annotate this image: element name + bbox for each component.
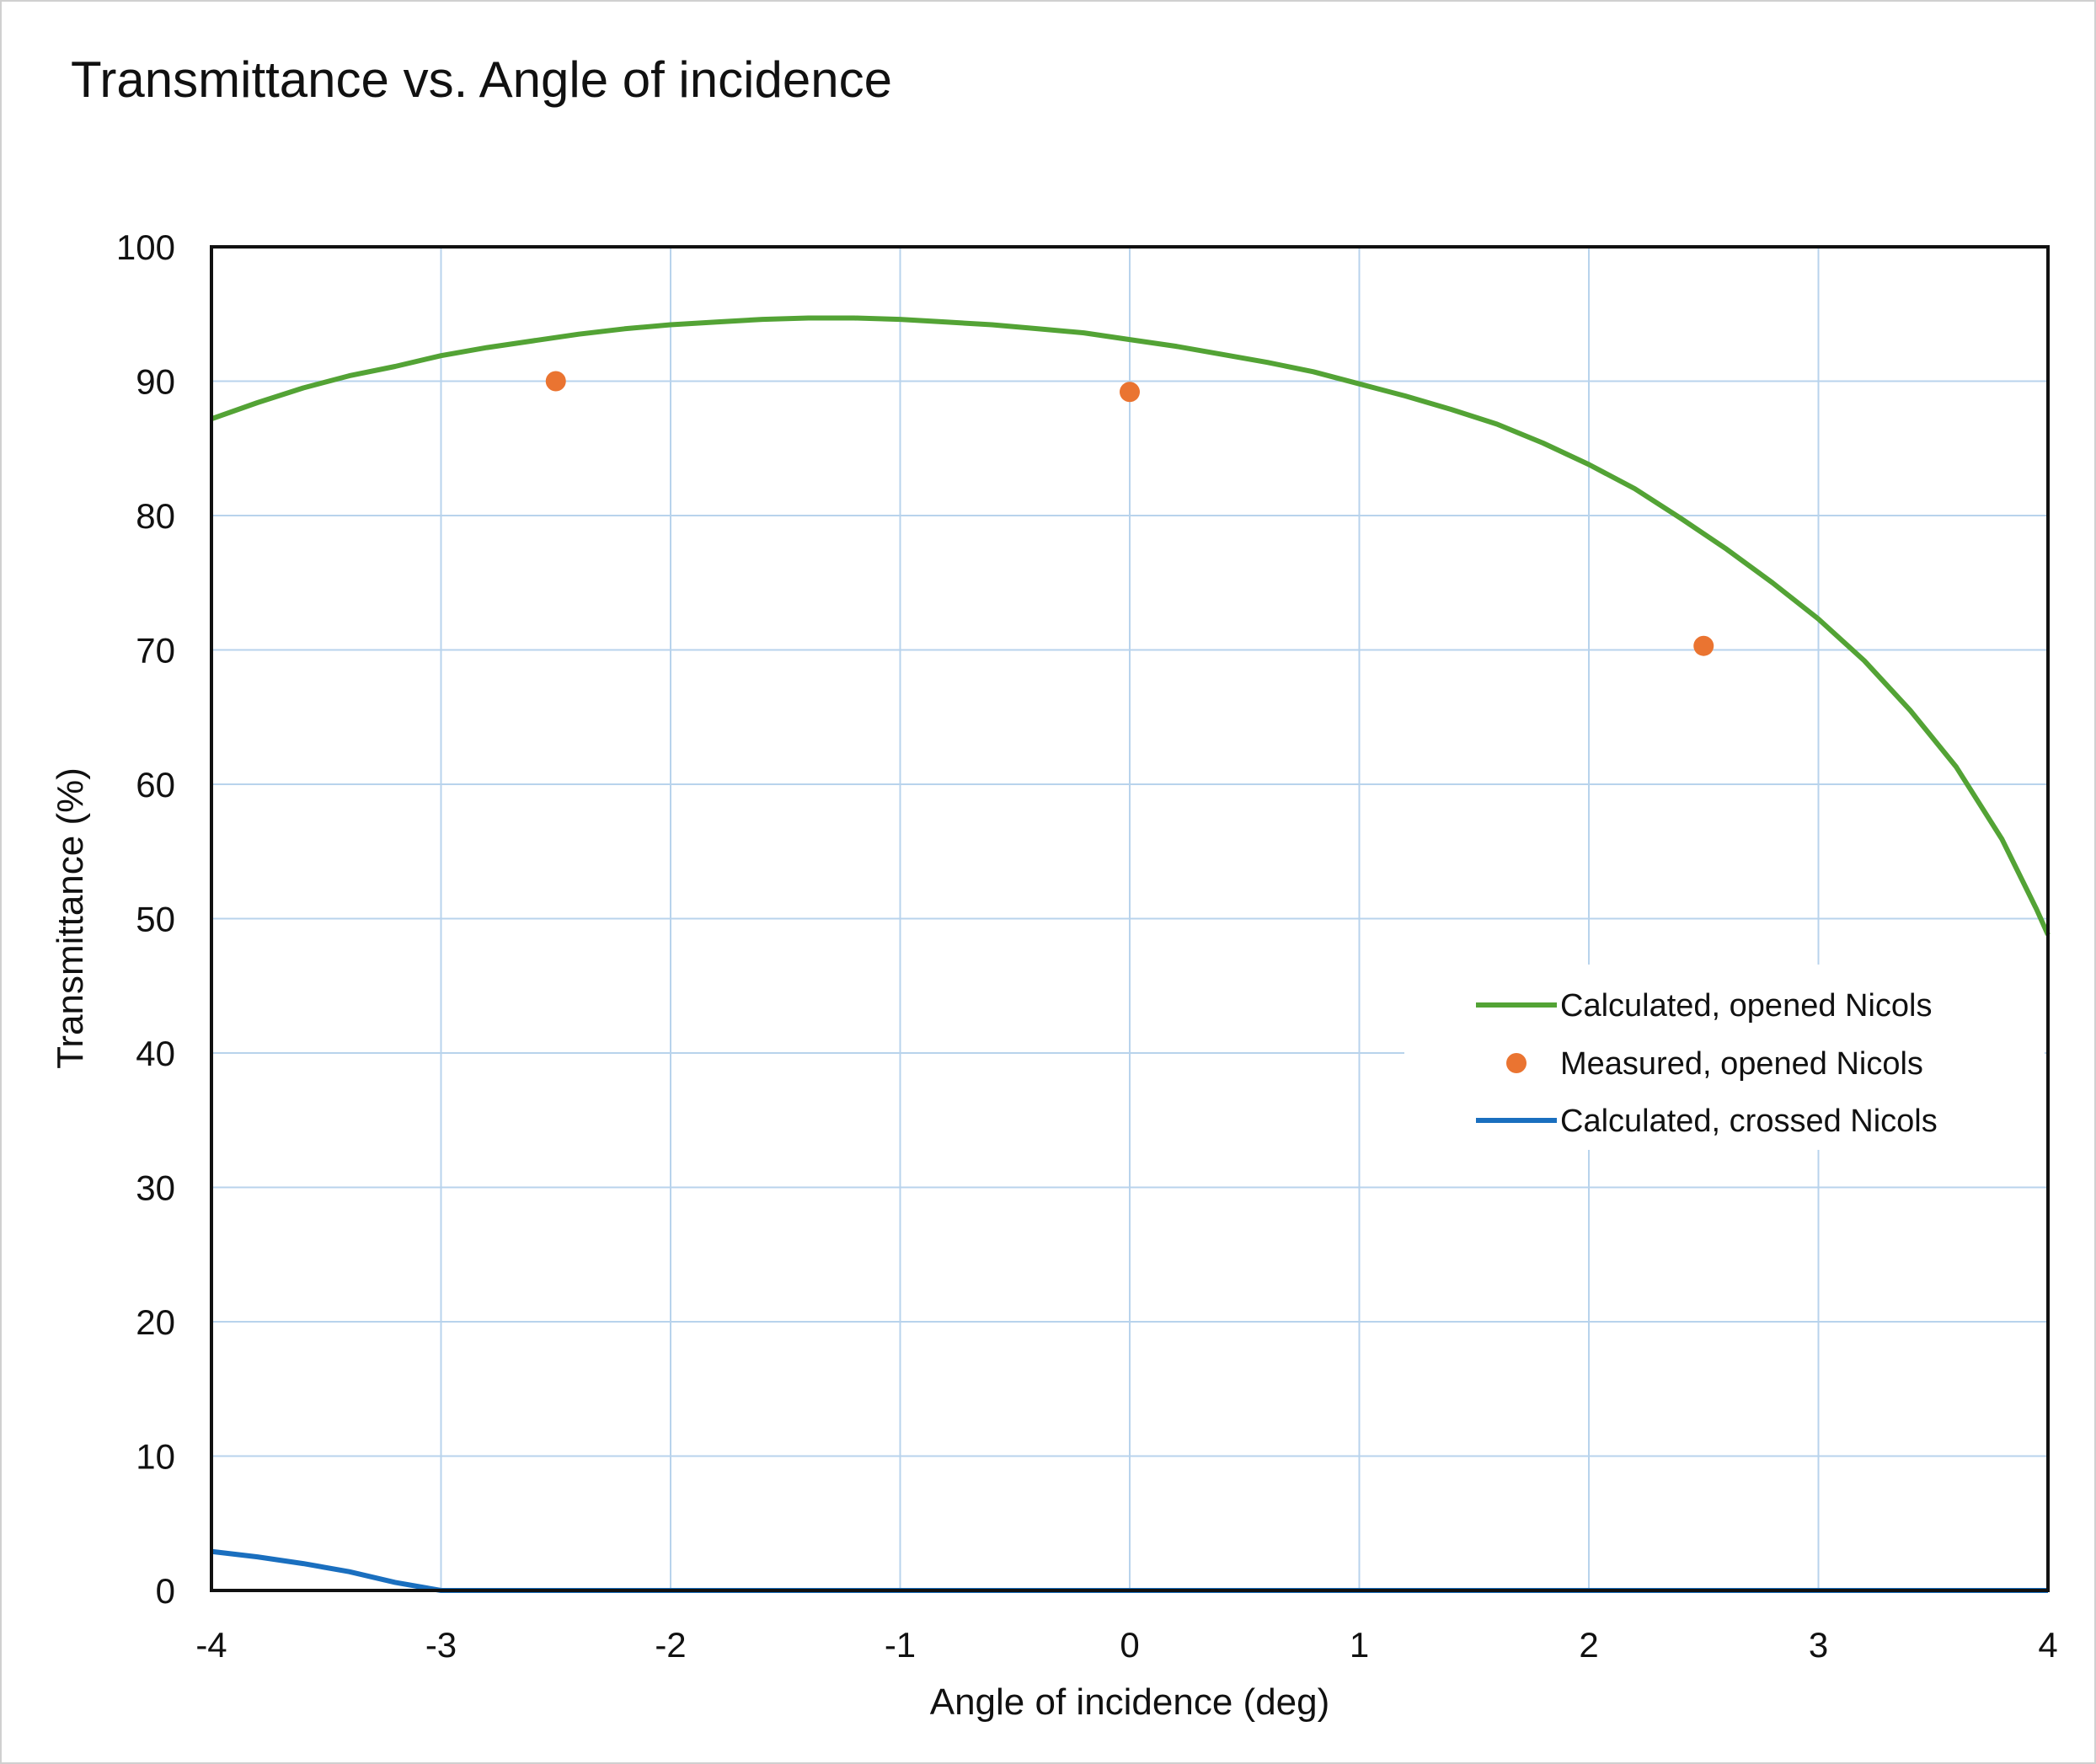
legend-label: Measured, opened Nicols xyxy=(1560,1046,1923,1082)
y-tick-label: 20 xyxy=(136,1302,175,1342)
x-tick-label: -2 xyxy=(655,1625,686,1665)
y-tick-label: 40 xyxy=(136,1034,175,1073)
x-tick-label: -4 xyxy=(195,1625,227,1665)
y-tick-label: 60 xyxy=(136,765,175,804)
y-tick-label: 80 xyxy=(136,496,175,536)
chart-title: Transmittance vs. Angle of incidence xyxy=(71,51,892,108)
x-tick-label: 0 xyxy=(1120,1625,1139,1665)
y-tick-label: 90 xyxy=(136,362,175,402)
y-tick-label: 10 xyxy=(136,1437,175,1477)
x-tick-label: -3 xyxy=(425,1625,457,1665)
data-point-2 xyxy=(1693,635,1714,656)
legend-label: Calculated, opened Nicols xyxy=(1560,988,1933,1024)
y-tick-label: 100 xyxy=(116,227,175,267)
x-tick-label: 1 xyxy=(1350,1625,1369,1665)
y-tick-label: 50 xyxy=(136,900,175,939)
x-tick-label: 2 xyxy=(1579,1625,1598,1665)
y-axis-label: Transmittance (%) xyxy=(50,767,91,1069)
data-point-0 xyxy=(545,371,566,392)
x-tick-label: 3 xyxy=(1809,1625,1828,1665)
x-axis-label: Angle of incidence (deg) xyxy=(930,1681,1330,1723)
data-point-1 xyxy=(1120,382,1140,403)
x-tick-label: -1 xyxy=(885,1625,916,1665)
y-tick-label: 30 xyxy=(136,1168,175,1208)
series-line-0 xyxy=(211,315,2051,936)
legend-label: Calculated, crossed Nicols xyxy=(1560,1104,1938,1139)
y-tick-label: 0 xyxy=(156,1571,175,1611)
x-tick-label: 4 xyxy=(2038,1625,2057,1665)
plot-border xyxy=(210,245,2050,1592)
legend-swatch-1 xyxy=(1506,1053,1527,1073)
y-tick-label: 70 xyxy=(136,631,175,671)
